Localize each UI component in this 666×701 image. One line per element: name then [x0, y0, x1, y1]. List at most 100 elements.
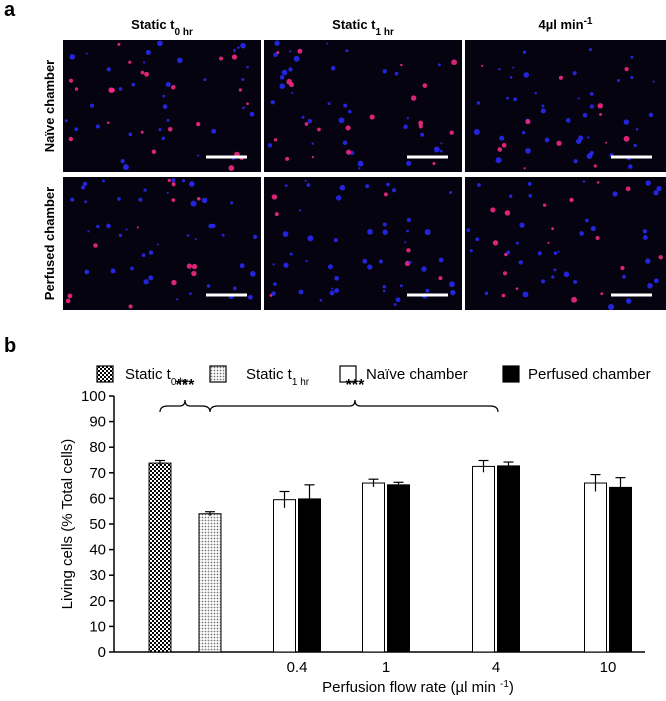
cell-dot: [369, 114, 375, 120]
cell-dot: [408, 260, 412, 264]
cell-dot: [345, 49, 349, 53]
error-bar: [368, 478, 379, 487]
y-tick-label: 0: [98, 644, 106, 661]
y-axis-title: Living cells (% Total cells): [59, 439, 76, 610]
cell-dot: [240, 42, 246, 49]
cell-dot: [544, 137, 550, 143]
cell-dot: [82, 181, 88, 186]
panel-label: b: [4, 335, 16, 357]
cell-dot: [267, 143, 273, 148]
cell-dot: [140, 130, 144, 134]
cell-dot: [307, 118, 313, 124]
cell-dot: [233, 48, 237, 52]
cell-dot: [596, 181, 600, 184]
cell-dot: [221, 233, 225, 237]
cell-dot: [593, 164, 597, 168]
cell-dot: [645, 258, 651, 264]
cell-dot: [274, 212, 279, 217]
cell-dot: [438, 257, 444, 263]
cell-dot: [573, 279, 578, 284]
cell-dot: [630, 75, 634, 80]
cell-dot: [400, 63, 403, 67]
cell-dot: [497, 147, 503, 152]
cell-dot: [327, 264, 333, 270]
cell-dot: [522, 131, 526, 135]
cell-dot: [573, 159, 578, 164]
cell-dot: [67, 293, 73, 299]
cell-dot: [625, 298, 632, 304]
cell-dot: [410, 95, 417, 101]
cell-dot: [270, 100, 275, 105]
bar: [584, 482, 607, 653]
cell-dot: [334, 275, 339, 281]
cell-dot: [635, 127, 639, 131]
cell-dot: [228, 165, 235, 171]
cell-dot: [449, 281, 455, 288]
legend-swatch: [502, 365, 520, 383]
cell-dot: [623, 135, 630, 142]
cell-dot: [440, 142, 443, 145]
cell-dot: [246, 102, 249, 106]
cell-dot: [516, 241, 519, 245]
cell-dot: [171, 182, 176, 187]
cell-dot: [551, 275, 555, 279]
cell-dot: [450, 289, 456, 296]
legend-label-main: Static t: [246, 366, 293, 383]
cell-dot: [118, 87, 123, 91]
cell-dot: [420, 132, 425, 137]
cell-dot: [537, 251, 542, 256]
cell-dot: [95, 124, 100, 129]
cell-dot: [501, 293, 506, 298]
cell-dot: [317, 127, 321, 132]
error-bar: [304, 484, 315, 513]
cell-dot: [382, 289, 386, 293]
cell-dot: [289, 252, 293, 256]
cell-dot: [167, 126, 173, 132]
cell-dot: [367, 264, 373, 270]
x-axis-title-after: ): [509, 679, 514, 696]
bar-chart: Static t0 hr Static t1 hr Naïve chamber Per…: [59, 365, 651, 696]
cell-dot: [519, 222, 525, 228]
cell-dot: [382, 69, 387, 74]
cell-dot: [476, 101, 481, 105]
x-tick-label: 0.4: [287, 659, 308, 676]
cell-dot: [418, 120, 424, 126]
cell-dot: [301, 115, 305, 119]
cell-dot: [599, 113, 602, 116]
cell-dot: [120, 158, 125, 164]
cell-dot: [106, 67, 111, 72]
cell-dot: [176, 298, 179, 301]
cell-dot: [293, 55, 300, 62]
cell-dot: [658, 255, 663, 260]
cell-dot: [74, 127, 79, 132]
cell-dot: [587, 136, 590, 139]
cell-dot: [338, 117, 345, 124]
x-axis-title-main: Perfusion flow rate (µl min: [322, 679, 500, 696]
cell-dot: [624, 67, 629, 72]
cell-dot: [189, 292, 192, 295]
cell-dot: [304, 122, 309, 126]
significance-label: ***: [176, 377, 195, 394]
cell-dot: [291, 92, 294, 95]
cell-dot: [565, 117, 571, 123]
cell-dot: [506, 96, 509, 100]
cell-dot: [525, 119, 531, 125]
cell-dot: [449, 130, 454, 135]
y-tick-label: 30: [89, 567, 106, 584]
legend-label-main: Perfused chamber: [528, 366, 651, 383]
cell-dot: [622, 274, 626, 279]
column-title-sub: 0 hr: [175, 27, 193, 38]
cell-dot: [181, 179, 186, 183]
cell-dot: [589, 104, 594, 109]
cell-dot: [625, 186, 631, 192]
cell-dot: [196, 121, 201, 127]
cell-dot: [438, 276, 443, 281]
cell-dot: [395, 297, 401, 303]
cell-dot: [194, 238, 197, 241]
cell-dot: [348, 109, 352, 114]
cell-dot: [383, 192, 388, 197]
cell-dot: [557, 250, 560, 253]
cell-dot: [283, 262, 289, 268]
bar: [387, 484, 410, 653]
cell-dot: [335, 195, 342, 201]
